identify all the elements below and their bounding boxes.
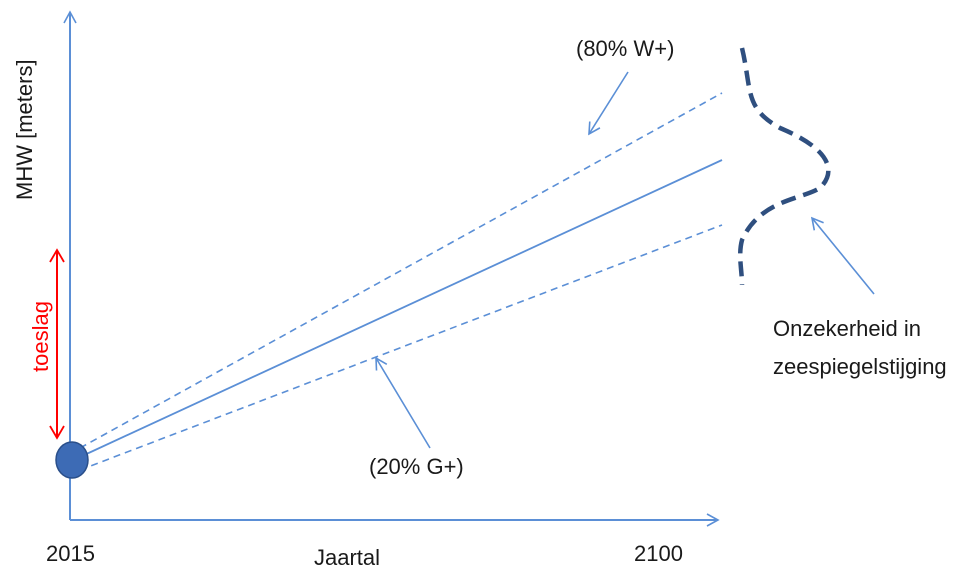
upper-dashed-line — [79, 92, 723, 449]
median-line — [79, 159, 723, 458]
lower-annotation: (20% G+) — [369, 454, 464, 479]
x-end-label: 2100 — [634, 541, 683, 566]
start-point — [55, 441, 89, 479]
uncertainty-arrow — [810, 216, 875, 295]
upper-annotation-arrow — [588, 71, 629, 136]
uncertainty-label-line2: zeespiegelstijging — [773, 354, 947, 379]
x-axis-label: Jaartal — [314, 545, 381, 570]
toeslag-label: toeslag — [28, 301, 53, 372]
uncertainty-label-line1: Onzekerheid in — [773, 316, 921, 341]
y-axis-label: MHW [meters] — [12, 59, 37, 200]
lower-annotation-arrow — [375, 356, 431, 449]
x-start-label: 2015 — [46, 541, 95, 566]
uncertainty-distribution — [737, 47, 831, 286]
lower-dashed-line — [79, 224, 723, 471]
upper-annotation: (80% W+) — [576, 36, 675, 61]
